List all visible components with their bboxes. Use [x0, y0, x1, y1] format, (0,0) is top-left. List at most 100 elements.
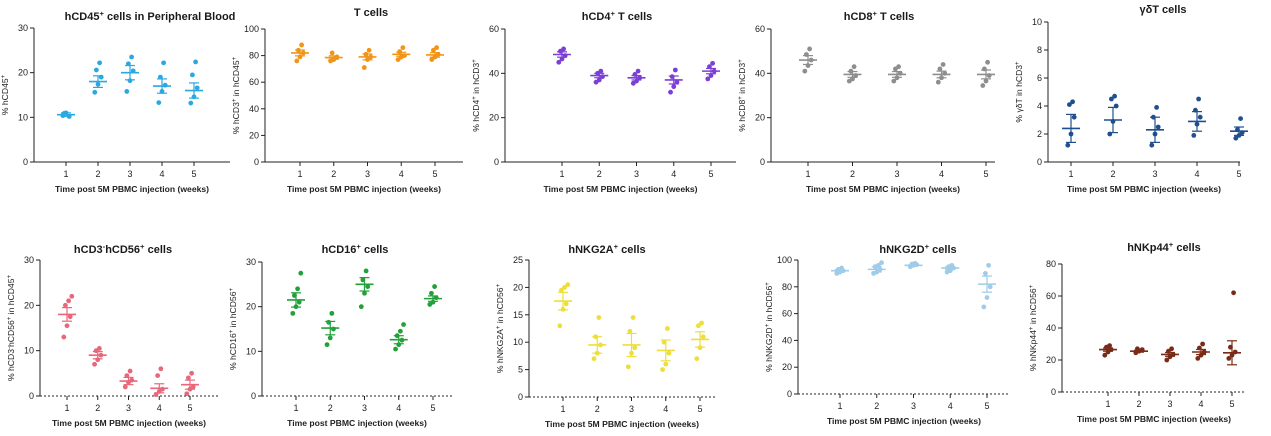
x-tick-label: 4 [157, 403, 162, 413]
data-point [294, 58, 300, 64]
x-tick-label: 2 [850, 169, 855, 179]
series-group-week-1 [799, 46, 817, 74]
data-point [983, 78, 989, 84]
data-point [129, 54, 135, 60]
y-axis-label: % γδT in hCD3+ [1014, 61, 1024, 123]
x-tick-label: 3 [362, 403, 367, 413]
series-group-week-4 [392, 45, 411, 62]
data-point [1112, 93, 1117, 99]
y-tick-label: 0 [29, 391, 34, 401]
x-tick-label: 3 [911, 401, 916, 411]
data-point [434, 45, 439, 51]
y-tick-label: 100 [244, 24, 259, 34]
data-point [1155, 124, 1161, 130]
y-tick-label: 25 [513, 255, 523, 265]
x-tick-label: 3 [1152, 169, 1157, 179]
x-axis-label: Time post 5M PBMC injection (weeks) [55, 184, 209, 194]
x-tick-label: 1 [63, 169, 68, 179]
data-point [401, 322, 406, 327]
chart-title: hNKG2D+ cells [879, 242, 956, 257]
series-group-week-5 [1223, 290, 1241, 366]
y-axis-label: % hCD16+ in hCD56+ [228, 288, 238, 371]
series-group-week-2 [1104, 93, 1122, 137]
data-point [660, 367, 665, 372]
x-tick-label: 5 [187, 403, 192, 413]
x-tick-label: 5 [191, 169, 196, 179]
data-point [299, 42, 304, 48]
series-group-week-2 [88, 346, 107, 367]
series-group-week-5 [978, 262, 996, 310]
data-point [329, 50, 335, 56]
series-group-week-1 [58, 293, 76, 340]
x-tick-label: 4 [948, 401, 953, 411]
y-axis-label: % hNKG2D+ in hCD56+ [764, 282, 774, 372]
chart-title: hNKG2A+ cells [568, 242, 645, 257]
y-tick-label: 40 [782, 335, 792, 345]
x-tick-label: 2 [1110, 169, 1115, 179]
data-point [156, 100, 162, 105]
data-point [189, 370, 195, 376]
data-point [1070, 99, 1075, 105]
data-point [429, 290, 434, 296]
data-point [122, 384, 128, 390]
series-group-week-1 [291, 42, 309, 64]
series-group-week-4 [389, 322, 408, 352]
y-tick-label: 0 [254, 157, 259, 167]
y-tick-label: 100 [777, 255, 792, 265]
data-point [1065, 142, 1071, 148]
data-point [668, 89, 673, 95]
data-point [710, 60, 715, 66]
x-axis-label: Time post 5M PBMC injection (weeks) [52, 418, 206, 428]
data-point [193, 59, 199, 65]
data-point [985, 59, 990, 65]
data-point [981, 304, 987, 310]
y-tick-label: 15 [513, 310, 523, 320]
x-axis-label: Time post 5M PBMC injection (weeks) [827, 416, 981, 426]
data-point [395, 57, 401, 62]
series-group-week-1 [553, 46, 571, 65]
x-tick-label: 3 [127, 169, 132, 179]
data-point [986, 262, 991, 268]
data-point [632, 345, 638, 351]
data-point [879, 260, 884, 266]
y-tick-label: 0 [760, 157, 765, 167]
data-point [186, 375, 191, 381]
y-axis-label: % hNKp44+ in hCD56+ [1028, 284, 1038, 371]
data-point [1154, 105, 1159, 110]
y-tick-label: 30 [246, 257, 256, 267]
data-point [1102, 352, 1108, 358]
data-point [429, 57, 435, 62]
data-point [397, 328, 403, 334]
data-point [1195, 356, 1201, 361]
data-point [980, 83, 986, 88]
chart-hcd56: hCD3-hCD56+ cells 0 10 20 30 1 2 3 4 5 Time post 5… [6, 242, 218, 428]
chart-title: hCD4+ T cells [582, 9, 653, 24]
y-tick-label: 0 [23, 157, 28, 167]
data-point [295, 286, 300, 292]
x-tick-label: 5 [708, 169, 713, 179]
data-point [556, 59, 562, 65]
y-tick-label: 60 [249, 77, 259, 87]
series-group-week-4 [1192, 341, 1210, 361]
y-axis-label: % hCD45+ [0, 74, 10, 115]
series-group-week-5 [1230, 116, 1248, 141]
data-point [92, 361, 97, 367]
y-tick-label: 10 [246, 346, 256, 356]
x-tick-label: 1 [64, 403, 69, 413]
y-tick-label: 4 [1037, 101, 1042, 111]
data-point [366, 47, 372, 53]
y-tick-label: 20 [18, 68, 28, 78]
data-point [699, 320, 704, 326]
data-point [802, 68, 808, 74]
y-tick-label: 20 [1046, 355, 1056, 365]
data-point [97, 60, 102, 66]
data-point [61, 334, 67, 340]
x-tick-label: 1 [293, 403, 298, 413]
data-point [1197, 114, 1203, 120]
data-point [935, 79, 941, 85]
chart-title: hCD8+ T cells [844, 9, 915, 24]
y-tick-label: 40 [249, 104, 259, 114]
x-tick-label: 4 [663, 404, 668, 414]
data-point [400, 45, 406, 51]
data-point [1067, 102, 1072, 107]
